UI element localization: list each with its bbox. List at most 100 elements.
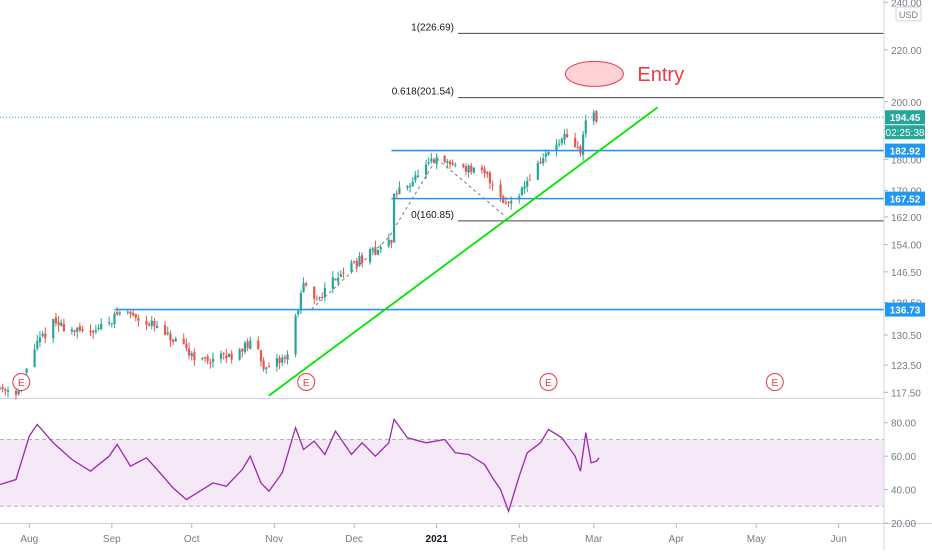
candle-body xyxy=(432,159,436,163)
candle-body xyxy=(337,277,340,282)
candle-body xyxy=(38,337,42,343)
price-tick-label: 240.00 xyxy=(891,0,922,9)
candle-body xyxy=(163,325,167,336)
candle-body xyxy=(89,330,92,333)
candle-body xyxy=(448,161,452,165)
candle-body xyxy=(62,324,66,332)
candle-body xyxy=(14,390,18,395)
candle-body xyxy=(371,248,374,250)
candle-body xyxy=(416,175,420,177)
candle-body xyxy=(126,311,129,313)
price-tick-label: 200.00 xyxy=(891,98,922,109)
candle-body xyxy=(0,388,2,390)
candle-body xyxy=(350,262,353,272)
candle-body xyxy=(148,323,151,326)
price-tick-label: 220.00 xyxy=(891,46,922,57)
time-tick-label: Sep xyxy=(103,534,121,545)
candle-body xyxy=(376,249,380,255)
candle-body xyxy=(560,138,563,144)
candle-body xyxy=(41,333,44,336)
candle-body xyxy=(78,326,81,331)
candle-body xyxy=(297,310,300,315)
candle-body xyxy=(374,247,377,255)
rsi-line xyxy=(0,417,600,514)
candle-body xyxy=(241,348,244,352)
countdown-label: 02:25:38 xyxy=(886,128,925,139)
candle-body xyxy=(169,333,172,341)
candle-body xyxy=(520,187,523,195)
candle-body xyxy=(97,327,100,330)
candle-body xyxy=(462,164,465,168)
candle-body xyxy=(491,184,494,186)
entry-annotation-text: Entry xyxy=(637,64,684,86)
candle-body xyxy=(222,353,225,355)
candle-body xyxy=(566,134,569,138)
candle-body xyxy=(134,314,137,318)
entry-marker-ellipse xyxy=(564,60,624,87)
candle-body xyxy=(52,318,55,339)
candle-body xyxy=(318,297,321,299)
level-price-label: 182.92 xyxy=(890,147,921,158)
price-pane[interactable]: 1(226.69) 0.618(201.54) 0(160.85) Entry E E E E xyxy=(0,22,884,400)
earnings-marker-icon xyxy=(765,373,784,391)
candle-body xyxy=(539,161,542,164)
fib-level-label: 1(226.69) xyxy=(411,22,454,33)
candle-body xyxy=(523,186,526,189)
candle-body xyxy=(518,196,521,200)
candle-body xyxy=(582,134,585,155)
candle-body xyxy=(153,320,156,327)
price-tick-label: 146.50 xyxy=(891,268,922,279)
candle-body xyxy=(467,165,470,173)
time-tick-label: May xyxy=(747,534,766,545)
candle-body xyxy=(547,151,550,155)
candle-body xyxy=(470,165,473,172)
price-tick-label: 180.00 xyxy=(891,155,922,166)
rsi-tick-label: 60.00 xyxy=(891,452,916,463)
earnings-marker-label: E xyxy=(303,378,310,389)
last-price-label: 194.45 xyxy=(890,113,921,124)
rsi-tick-label: 80.00 xyxy=(891,419,916,430)
candle-body xyxy=(390,239,393,244)
candle-body xyxy=(190,353,193,357)
candle-body xyxy=(174,338,177,342)
candle-body xyxy=(182,338,185,345)
candle-body xyxy=(57,321,60,326)
candle-body xyxy=(446,161,449,163)
candle-body xyxy=(225,355,228,359)
candle-body xyxy=(76,327,79,332)
rsi-pane[interactable] xyxy=(0,417,884,514)
candle-body xyxy=(427,162,430,164)
candle-body xyxy=(595,111,598,122)
candle-body xyxy=(118,312,121,315)
swing-dashed-path xyxy=(311,157,507,310)
candle-body xyxy=(187,348,191,356)
candle-body xyxy=(44,333,47,338)
price-axis[interactable]: 117.50123.50130.50138.50146.50154.00162.… xyxy=(883,0,925,550)
currency-badge-label: USD xyxy=(899,10,919,20)
candle-body xyxy=(408,185,412,187)
candle-body xyxy=(483,168,486,174)
candle-body xyxy=(504,202,508,204)
price-tick-label: 123.50 xyxy=(891,361,922,372)
candle-body xyxy=(132,312,135,316)
candles xyxy=(0,109,598,400)
candle-body xyxy=(211,358,215,362)
candle-body xyxy=(526,181,529,187)
candle-body xyxy=(70,329,73,332)
candle-body xyxy=(243,342,247,352)
candle-body xyxy=(257,340,260,350)
earnings-marker-label: E xyxy=(771,378,778,389)
candle-body xyxy=(137,318,140,321)
candle-body xyxy=(398,187,401,195)
candle-body xyxy=(54,317,58,324)
candle-body xyxy=(193,352,196,361)
candle-body xyxy=(108,322,111,324)
candle-body xyxy=(4,389,7,391)
level-price-label: 136.73 xyxy=(890,306,921,317)
time-axis[interactable]: Aug Sep Oct Nov Dec 2021 Feb Mar Apr May Jun xyxy=(0,523,932,546)
time-tick-label: Mar xyxy=(585,534,603,545)
candle-body xyxy=(379,247,382,250)
level-price-label-box xyxy=(885,143,925,158)
